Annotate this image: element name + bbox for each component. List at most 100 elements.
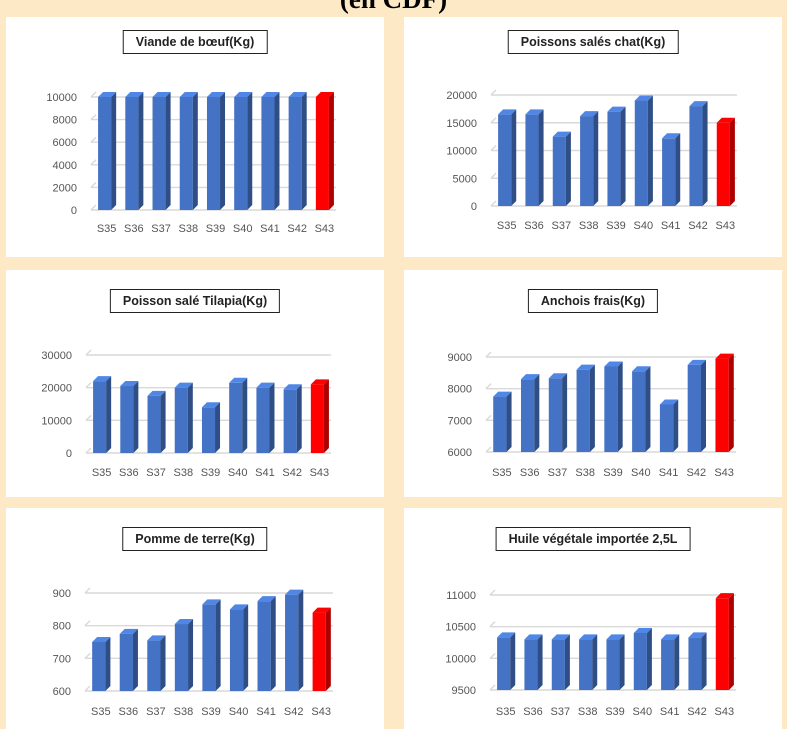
bar-top xyxy=(524,634,543,640)
bar-front xyxy=(152,97,166,210)
bar-s41 xyxy=(257,596,276,691)
gridline-depth xyxy=(490,89,497,96)
bar-top xyxy=(92,637,111,642)
bar-top xyxy=(687,359,706,365)
bar-s35 xyxy=(98,92,117,210)
bar-s43 xyxy=(715,593,734,690)
bar-top xyxy=(229,604,249,610)
bar-s38 xyxy=(174,619,194,691)
bar-top xyxy=(125,92,144,97)
bar-s38 xyxy=(179,92,198,210)
bar-top xyxy=(257,596,276,602)
bar-side xyxy=(589,364,595,452)
bar-front xyxy=(687,364,701,452)
bar-s38 xyxy=(580,111,599,206)
bar-side xyxy=(538,109,544,206)
bar-s35 xyxy=(493,391,512,452)
bar-front xyxy=(257,601,271,691)
bar-s42 xyxy=(288,92,307,210)
bar-top xyxy=(174,382,193,388)
bar-front xyxy=(93,381,107,453)
bar-top xyxy=(497,632,516,638)
bar-s35 xyxy=(498,109,517,206)
x-tick-label: S39 xyxy=(603,467,623,479)
x-tick-label: S40 xyxy=(631,467,651,479)
gridline-depth xyxy=(485,351,492,358)
x-tick-label: S42 xyxy=(287,223,307,235)
gridline-depth xyxy=(489,652,496,659)
x-tick-label: S36 xyxy=(119,467,139,479)
y-tick-label: 6000 xyxy=(448,447,472,459)
bar-front xyxy=(498,114,512,206)
bar-front xyxy=(552,136,566,206)
bar-top xyxy=(93,376,112,382)
bar-side xyxy=(674,634,680,690)
bar-s38 xyxy=(174,382,193,453)
chart-title: Huile végétale importée 2,5L xyxy=(495,527,691,551)
bar-front xyxy=(715,598,729,690)
bar-front xyxy=(548,378,563,452)
bar-front xyxy=(634,100,648,206)
bar-front xyxy=(604,366,618,452)
gridline-depth xyxy=(490,200,497,207)
bar-front xyxy=(285,594,299,691)
bar-s35 xyxy=(93,376,112,453)
y-tick-label: 11000 xyxy=(446,590,476,602)
bar-top xyxy=(493,391,512,397)
x-tick-label: S42 xyxy=(282,467,302,479)
bar-front xyxy=(179,97,193,210)
bar-side xyxy=(301,92,307,210)
bar-front xyxy=(551,639,565,690)
bar-s40 xyxy=(634,95,653,206)
bar-top xyxy=(715,593,734,599)
bar-side xyxy=(296,384,302,453)
bar-s39 xyxy=(607,106,626,206)
chart-panel-poissons-sales-chat: Poissons salés chat(Kg) 0 5000 10000 15000 2… xyxy=(404,17,782,257)
bar-front xyxy=(120,386,134,453)
x-tick-label: S41 xyxy=(255,467,275,479)
x-tick-label: S41 xyxy=(661,220,681,232)
bar-front xyxy=(659,404,674,452)
bar-side xyxy=(647,95,653,206)
bar-top xyxy=(715,353,734,359)
bar-top xyxy=(604,361,623,367)
bar-front xyxy=(206,97,221,210)
bar-front xyxy=(632,371,646,452)
bar-chart-viande-de-boeuf: 0 2000 4000 6000 8000 10000 S35 S36 S37 S38 S39 S40… xyxy=(46,91,336,235)
bar-s41 xyxy=(662,133,681,206)
bar-s43 xyxy=(716,117,735,206)
x-tick-label: S35 xyxy=(492,467,512,479)
bar-top xyxy=(632,366,651,372)
bar-top xyxy=(120,381,139,387)
bar-chart-poisson-sale-tilapia: 0 10000 20000 30000 S35 S36 S37 S38 S39 S40 S41 S42… xyxy=(41,349,331,479)
gridline-depth xyxy=(485,446,492,453)
bar-side xyxy=(220,92,226,210)
bar-s41 xyxy=(661,634,680,690)
bar-s38 xyxy=(576,364,595,452)
bar-top xyxy=(288,92,307,97)
x-tick-label: S39 xyxy=(206,223,226,235)
y-tick-label: 20000 xyxy=(41,383,72,395)
bar-side xyxy=(132,628,138,691)
page-title: (en CDF) xyxy=(0,0,787,15)
bar-side xyxy=(160,635,166,691)
y-tick-label: 8000 xyxy=(53,115,77,127)
y-tick-label: 0 xyxy=(471,201,477,213)
bar-front xyxy=(633,633,647,690)
bar-side xyxy=(111,92,117,210)
bar-front xyxy=(234,97,248,210)
bar-s40 xyxy=(234,92,253,210)
bar-front xyxy=(174,387,188,453)
bar-s36 xyxy=(524,634,543,690)
bar-front xyxy=(174,624,189,691)
bar-top xyxy=(315,92,334,97)
x-tick-label: S39 xyxy=(201,706,221,718)
bar-s42 xyxy=(689,101,708,206)
chart-title: Pomme de terre(Kg) xyxy=(122,527,268,551)
bar-top xyxy=(174,619,194,625)
bar-s39 xyxy=(206,92,226,210)
bar-s42 xyxy=(285,589,304,691)
bar-front xyxy=(606,639,620,690)
gridline-depth xyxy=(90,91,97,98)
bar-side xyxy=(323,379,329,453)
